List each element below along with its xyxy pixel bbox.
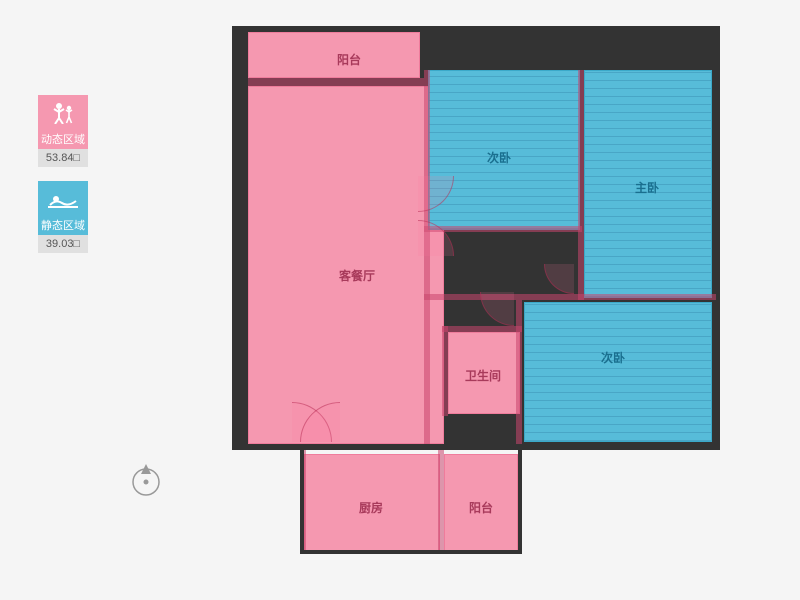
room-label: 次卧 (487, 149, 511, 166)
legend-static: 静态区域 39.03□ (38, 181, 98, 253)
room-label: 阳台 (337, 51, 361, 68)
lower-extension-wall (300, 450, 522, 554)
wall (578, 70, 584, 300)
room-bathroom: 卫生间 (448, 332, 520, 414)
legend-dynamic-value: 53.84□ (38, 149, 88, 167)
wall (424, 294, 716, 300)
legend-static-label: 静态区域 (38, 217, 88, 235)
room-balcony-top: 阳台 (248, 32, 420, 78)
room-bed2-bot: 次卧 (524, 302, 712, 442)
sleep-icon (38, 181, 88, 217)
people-icon (38, 95, 88, 131)
wall (516, 300, 522, 444)
legend-static-value: 39.03□ (38, 235, 88, 253)
room-label: 次卧 (601, 349, 625, 366)
room-label: 主卧 (635, 179, 659, 196)
wall (248, 78, 424, 86)
room-living: 客餐厅 (248, 86, 444, 444)
room-bed2-top: 次卧 (428, 70, 580, 230)
legend-dynamic-label: 动态区域 (38, 131, 88, 149)
legend-panel: 动态区域 53.84□ 静态区域 39.03□ (38, 95, 98, 267)
wall (424, 226, 582, 232)
wall (424, 70, 430, 444)
room-label: 卫生间 (465, 367, 501, 384)
wall (442, 326, 522, 332)
wall (442, 326, 448, 416)
room-label: 客餐厅 (339, 267, 375, 284)
room-bed1-master: 主卧 (584, 70, 712, 298)
floorplan: 阳台客餐厅卫生间厨房阳台次卧主卧次卧 (232, 26, 720, 556)
legend-dynamic: 动态区域 53.84□ (38, 95, 98, 167)
compass-icon (126, 460, 166, 500)
